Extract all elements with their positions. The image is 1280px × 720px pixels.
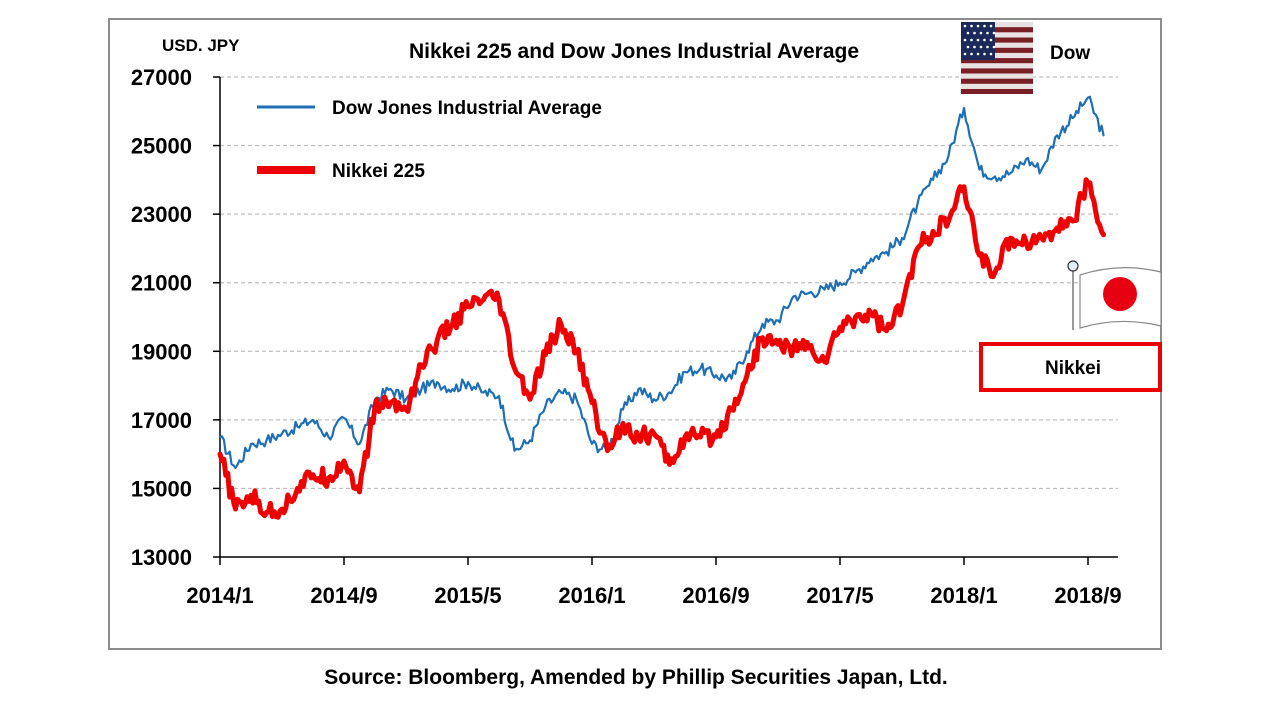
x-tick-label: 2014/1 <box>186 583 253 608</box>
dow-flag-label: Dow <box>1050 43 1090 64</box>
y-tick-label: 17000 <box>131 408 192 433</box>
x-tick-label: 2015/5 <box>434 583 501 608</box>
series-line-nikkei <box>217 177 1106 520</box>
x-tick-label: 2014/9 <box>310 583 377 608</box>
gridlines <box>220 76 1118 490</box>
x-tick-label: 2016/9 <box>682 583 749 608</box>
y-tick-label: 15000 <box>131 476 192 501</box>
y-tick-label: 19000 <box>131 339 192 364</box>
y-tick-label: 23000 <box>131 202 192 227</box>
legend-label-dow: Dow Jones Industrial Average <box>332 98 602 119</box>
y-tick-label: 27000 <box>131 65 192 90</box>
axes: 13000 15000 17000 19000 21000 23000 25000 27000… <box>131 65 1122 608</box>
chart-frame <box>108 18 1162 650</box>
y-tick-label: 25000 <box>131 134 192 159</box>
japan-flag-icon <box>1067 260 1162 330</box>
nikkei-flag-label: Nikkei <box>1045 358 1101 379</box>
legend: Dow Jones Industrial Average Nikkei 225 <box>257 98 602 182</box>
us-flag-icon <box>961 22 1033 94</box>
x-tick-label: 2017/5 <box>806 583 873 608</box>
source-note: Source: Bloomberg, Amended by Phillip Se… <box>324 666 948 689</box>
x-tick-label: 2018/1 <box>930 583 997 608</box>
series-lines <box>217 95 1106 520</box>
x-tick-label: 2016/1 <box>558 583 625 608</box>
series-line-dow <box>218 95 1105 469</box>
x-tick-label: 2018/9 <box>1054 583 1121 608</box>
unit-label: USD. JPY <box>162 36 240 55</box>
legend-label-nikkei: Nikkei 225 <box>332 161 425 182</box>
nikkei-label-box <box>979 342 1162 392</box>
chart-title: Nikkei 225 and Dow Jones Industrial Aver… <box>409 40 859 63</box>
y-tick-label: 13000 <box>131 545 192 570</box>
y-tick-label: 21000 <box>131 271 192 296</box>
